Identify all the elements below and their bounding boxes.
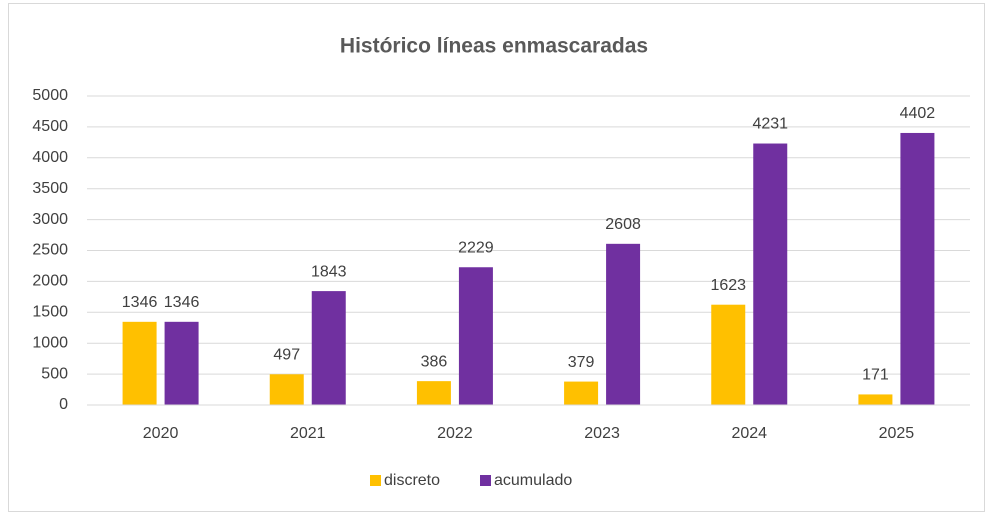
bar: [458, 267, 493, 405]
legend-label: acumulado: [494, 472, 572, 489]
legend-swatch: [370, 475, 381, 486]
x-tick-label: 2023: [584, 425, 620, 442]
y-tick-label: 2000: [32, 273, 68, 290]
bar: [900, 132, 935, 405]
bar: [416, 381, 451, 405]
data-label: 2229: [458, 239, 494, 256]
data-label: 386: [421, 353, 448, 370]
y-tick-label: 4000: [32, 149, 68, 166]
y-tick-label: 3000: [32, 211, 68, 228]
y-tick-label: 1500: [32, 304, 68, 321]
data-label: 1346: [164, 294, 200, 311]
bar: [606, 243, 641, 405]
data-label: 497: [273, 347, 300, 364]
y-tick-label: 1000: [32, 334, 68, 351]
legend-swatch: [480, 475, 491, 486]
y-tick-label: 2500: [32, 242, 68, 259]
data-label: 171: [862, 367, 889, 384]
y-tick-label: 500: [41, 365, 68, 382]
y-tick-label: 4500: [32, 118, 68, 135]
x-tick-label: 2024: [731, 425, 767, 442]
x-tick-label: 2022: [437, 425, 473, 442]
data-label: 1623: [710, 277, 746, 294]
bar: [122, 321, 157, 405]
bar: [269, 374, 304, 405]
y-tick-label: 3500: [32, 180, 68, 197]
y-tick-label: 0: [59, 396, 68, 413]
data-label: 4231: [752, 116, 788, 133]
bar: [858, 394, 893, 405]
data-label: 379: [568, 354, 595, 371]
x-tick-label: 2020: [143, 425, 179, 442]
data-label: 1346: [122, 294, 158, 311]
data-label: 4402: [900, 105, 936, 122]
y-tick-label: 5000: [32, 87, 68, 104]
bar: [311, 291, 346, 405]
x-tick-label: 2021: [290, 425, 326, 442]
data-label: 2608: [605, 216, 641, 233]
chart-border: [8, 3, 985, 512]
chart-title: Histórico líneas enmascaradas: [340, 35, 648, 58]
data-label: 1843: [311, 263, 347, 280]
bar: [711, 304, 746, 405]
legend-label: discreto: [384, 472, 440, 489]
bar: [564, 381, 599, 405]
bar: [164, 321, 199, 405]
x-tick-label: 2025: [879, 425, 915, 442]
bar: [753, 143, 788, 405]
